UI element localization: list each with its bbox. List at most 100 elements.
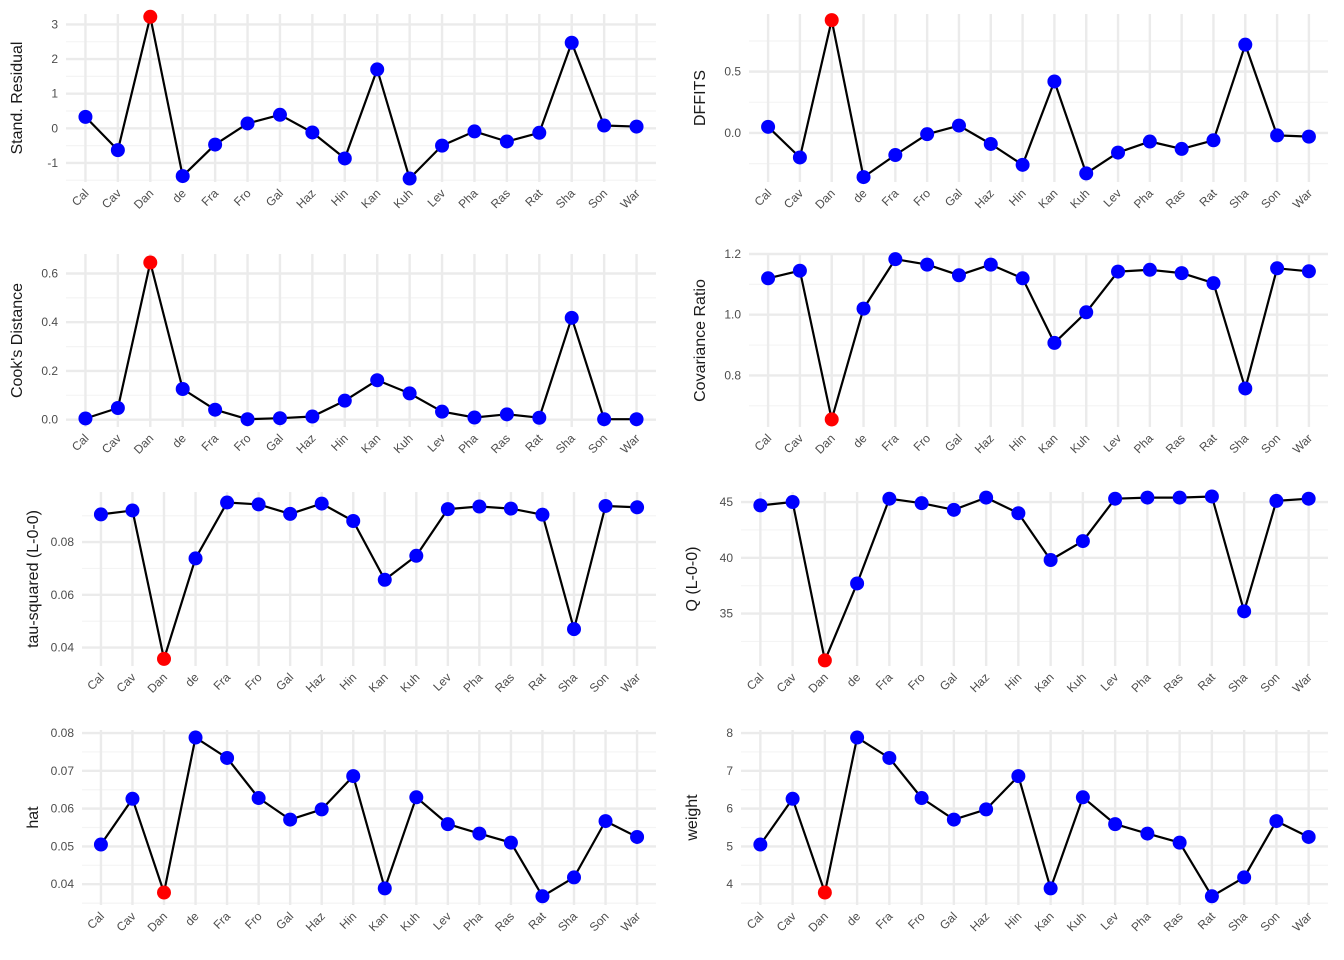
data-point (946, 502, 961, 517)
highlighted-data-point (817, 653, 832, 668)
data-point (305, 125, 320, 140)
x-tick-label: Fra (873, 670, 896, 693)
data-point (409, 790, 424, 805)
x-tick-label: Cal (752, 186, 775, 209)
x-tick-label: Haz (303, 670, 328, 695)
series-line (85, 261, 637, 421)
data-point (1015, 271, 1030, 286)
data-point (630, 500, 645, 515)
series-line (760, 495, 1309, 662)
data-point (920, 127, 935, 142)
x-tick-label: Fra (199, 186, 222, 209)
data-point (753, 498, 768, 513)
x-tick-label: Fra (879, 431, 902, 454)
data-point (564, 310, 579, 325)
panel-5: 0.04 0.06 0.08 Cal Cav Dan de Fra Fro Gal Haz Hin Ka… (25, 492, 656, 696)
y-tick-label: 0.08 (51, 726, 75, 740)
x-tick-label: Hin (1006, 431, 1029, 454)
data-point (598, 814, 613, 829)
data-point (188, 551, 203, 566)
x-tick-label: Cav (99, 431, 124, 456)
y-tick-label: 0.0 (724, 126, 741, 140)
data-point (1140, 490, 1155, 505)
x-tick-label: Cal (84, 909, 107, 932)
data-point (251, 791, 266, 806)
x-tick-label: Kan (358, 186, 383, 211)
y-tick-label: 1 (51, 87, 58, 101)
data-point (914, 791, 929, 806)
x-tick-label: Sha (1225, 670, 1250, 695)
x-tick-label: Hin (1006, 186, 1029, 209)
data-point (125, 503, 140, 518)
x-tick-label: Pha (456, 186, 481, 211)
x-tick-label: Rat (525, 909, 549, 933)
data-point (1301, 264, 1316, 279)
x-tick-label: Fro (242, 670, 265, 693)
data-point (175, 381, 190, 396)
data-point (1108, 491, 1123, 506)
panel-6: 35 40 45 Cal Cav Dan de Fra Fro Gal Haz Hin Kan Kuh Le… (684, 489, 1328, 696)
data-point (1011, 506, 1026, 521)
highlighted-data-point (143, 255, 158, 270)
x-tick-label: Fra (211, 909, 234, 932)
x-tick-label: Rat (522, 186, 546, 210)
data-point (1174, 141, 1189, 156)
x-tick-label: Kuh (1067, 186, 1092, 211)
data-point (1238, 381, 1253, 396)
x-tick-label: War (618, 186, 643, 211)
data-point (272, 411, 287, 426)
x-tick-label: Ras (1163, 186, 1188, 211)
x-tick-label: Pha (1131, 431, 1156, 456)
data-point (535, 507, 550, 522)
data-point (753, 837, 768, 852)
data-point (1301, 829, 1316, 844)
x-tick-label: Fro (242, 909, 265, 932)
y-tick-label: 8 (726, 726, 733, 740)
x-tick-label: Fra (211, 670, 234, 693)
x-tick-label: Dan (145, 909, 170, 934)
x-tick-label: War (618, 431, 643, 456)
x-tick-label: Cav (781, 186, 806, 211)
x-tick-label: Fro (911, 431, 934, 454)
x-tick-label: Cav (774, 670, 799, 695)
data-point (110, 400, 125, 415)
x-tick-label: Haz (303, 909, 328, 934)
x-tick-label: Son (585, 431, 610, 456)
x-tick-label: Pha (461, 909, 486, 934)
y-axis-title: hat (25, 806, 42, 829)
x-tick-label: Haz (294, 186, 319, 211)
x-tick-label: Lev (430, 670, 454, 694)
x-tick-label: Dan (145, 670, 170, 695)
data-point (920, 257, 935, 272)
y-tick-label: 0.4 (41, 315, 58, 329)
x-tick-label: Cav (774, 909, 799, 934)
x-tick-label: Rat (522, 431, 546, 455)
y-tick-label: 0.06 (51, 802, 75, 816)
x-tick-label: Gal (263, 186, 286, 209)
data-point (1204, 889, 1219, 904)
x-tick-label: Kuh (391, 186, 416, 211)
x-tick-label: Haz (972, 186, 997, 211)
y-tick-label: 0.04 (51, 877, 75, 891)
data-point (1079, 166, 1094, 181)
x-tick-label: Kan (358, 431, 383, 456)
y-axis-title: DFFITS (692, 70, 709, 126)
y-tick-label: 0.07 (51, 764, 75, 778)
data-point (220, 495, 235, 510)
data-point (1043, 553, 1058, 568)
data-point (440, 502, 455, 517)
data-point (1174, 266, 1189, 281)
x-tick-label: Hin (328, 186, 351, 209)
x-tick-label: Pha (1129, 909, 1154, 934)
x-tick-label: Ras (488, 431, 513, 456)
x-tick-label: Hin (337, 909, 360, 932)
data-point (979, 490, 994, 505)
data-point (499, 407, 514, 422)
x-tick-label: de (182, 670, 202, 690)
highlighted-data-point (824, 13, 839, 28)
data-point (792, 263, 807, 278)
x-tick-label: Fro (911, 186, 934, 209)
x-tick-label: Ras (1161, 909, 1186, 934)
panel-7: 0.04 0.05 0.06 0.07 0.08 Cal Cav Dan de Fra Fro Gal… (25, 726, 656, 935)
data-point (856, 170, 871, 185)
